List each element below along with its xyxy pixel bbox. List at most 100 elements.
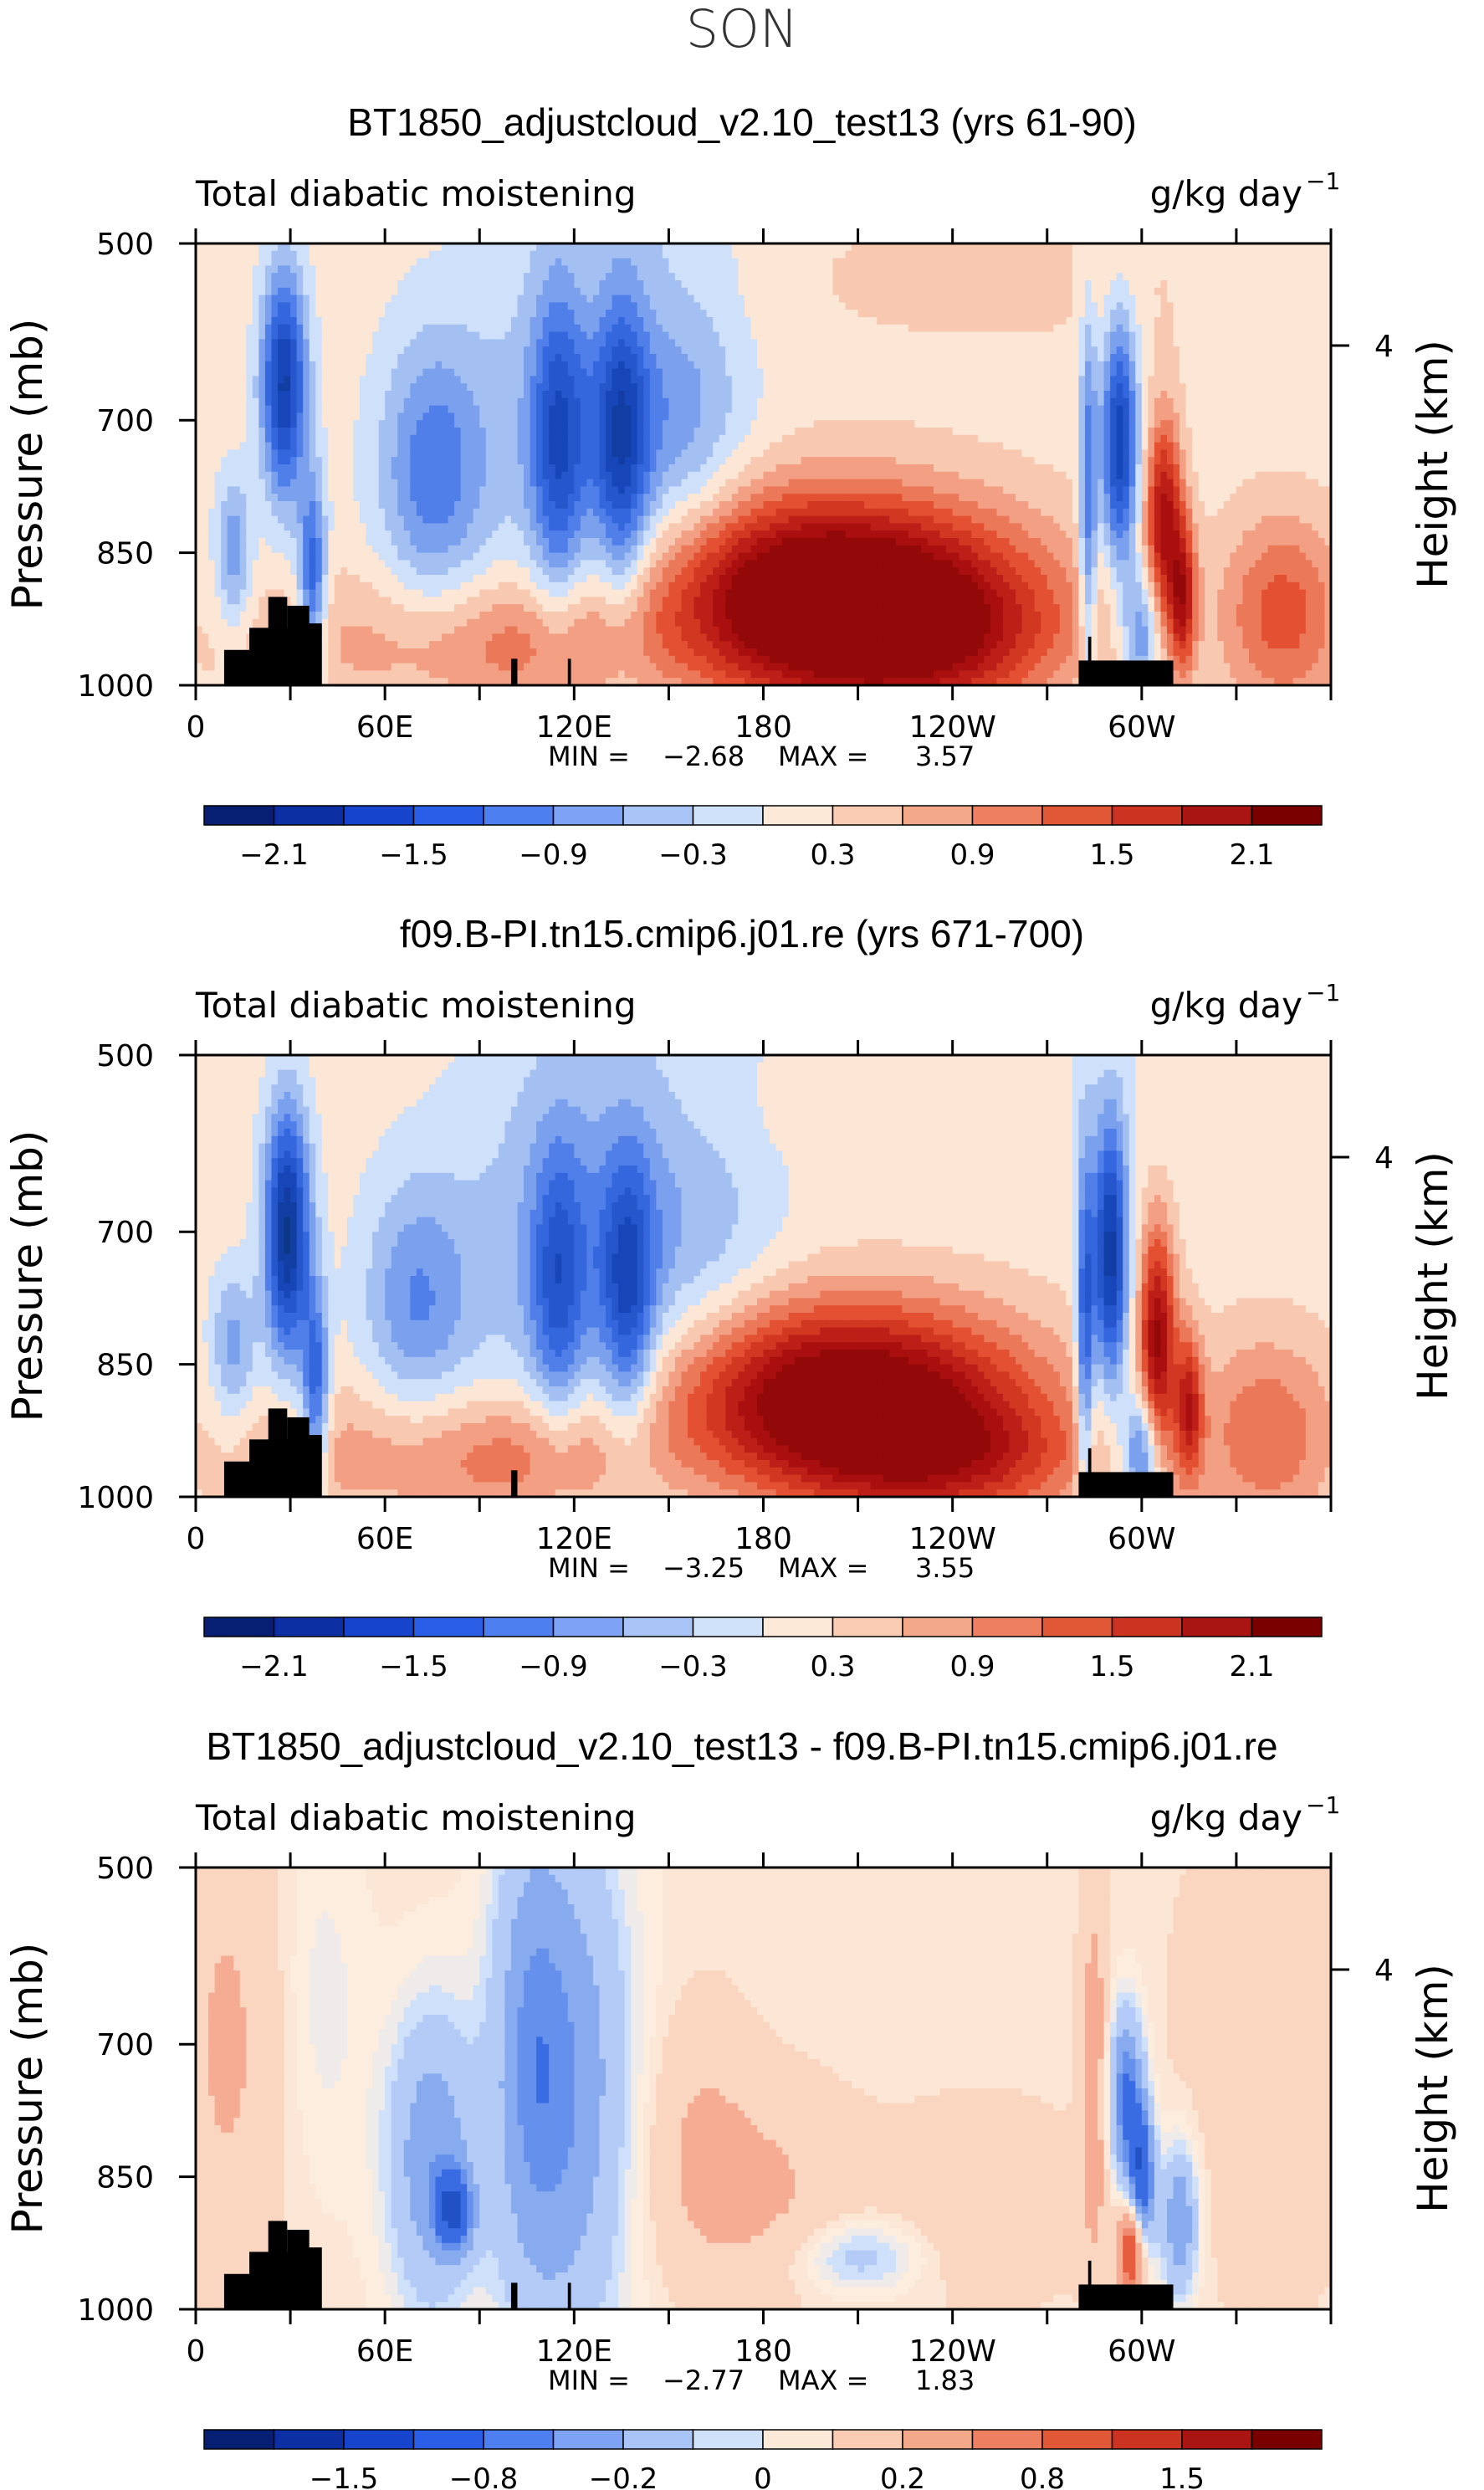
field-cell: [1249, 251, 1256, 259]
field-cell: [360, 259, 366, 266]
field-cell: [303, 259, 310, 266]
field-cell: [1135, 265, 1142, 273]
field-cell: [511, 265, 518, 273]
field-cell: [795, 251, 801, 259]
field-cell: [713, 280, 719, 288]
field-cell: [965, 259, 972, 266]
field-cell: [1117, 251, 1123, 259]
field-cell: [303, 273, 310, 280]
field-cell: [1230, 251, 1236, 259]
field-cell: [858, 251, 865, 259]
field-cell: [757, 259, 764, 266]
field-cell: [1142, 251, 1149, 259]
field-cell: [555, 265, 562, 273]
field-cell: [492, 251, 499, 259]
field-cell: [839, 273, 846, 280]
field-cell: [801, 265, 808, 273]
field-cell: [1072, 259, 1079, 266]
field-cell: [1016, 265, 1022, 273]
field-cell: [814, 265, 821, 273]
field-cell: [328, 273, 335, 280]
field-cell: [1142, 259, 1149, 266]
field-cell: [1078, 273, 1085, 280]
field-cell: [568, 251, 575, 259]
field-cell: [265, 251, 272, 259]
field-cell: [789, 259, 796, 266]
field-cell: [1104, 265, 1111, 273]
field-cell: [625, 265, 632, 273]
field-cell: [1047, 273, 1054, 280]
field-cell: [593, 273, 600, 280]
field-cell: [732, 280, 739, 288]
field-cell: [517, 280, 524, 288]
field-cell: [1230, 273, 1236, 280]
field-cell: [1281, 259, 1287, 266]
field-cell: [228, 273, 234, 280]
units-exponent: −1: [1306, 167, 1340, 195]
field-cell: [934, 273, 940, 280]
field-cell: [1098, 265, 1104, 273]
field-cell: [379, 273, 386, 280]
field-cell: [896, 265, 903, 273]
field-cell: [543, 259, 550, 266]
field-cell: [1041, 259, 1047, 266]
field-cell: [1192, 265, 1199, 273]
field-cell: [902, 251, 908, 259]
field-cell: [612, 280, 619, 288]
field-cell: [978, 265, 985, 273]
field-cell: [877, 259, 883, 266]
field-cell: [233, 251, 240, 259]
field-cell: [568, 280, 575, 288]
field-cell: [568, 273, 575, 280]
field-cell: [921, 280, 928, 288]
field-cell: [745, 273, 751, 280]
field-cell: [473, 280, 480, 288]
field-cell: [1174, 265, 1180, 273]
field-cell: [303, 280, 310, 288]
field-cell: [479, 265, 486, 273]
field-cell: [637, 280, 644, 288]
field-cell: [883, 251, 890, 259]
field-cell: [801, 259, 808, 266]
field-cell: [435, 251, 442, 259]
field-cell: [1293, 259, 1300, 266]
field-cell: [757, 280, 764, 288]
field-cell: [625, 259, 632, 266]
field-cell: [1256, 259, 1262, 266]
field-cell: [764, 265, 770, 273]
field-cell: [877, 251, 883, 259]
field-cell: [820, 259, 826, 266]
field-cell: [757, 265, 764, 273]
field-cell: [271, 259, 278, 266]
field-cell: [385, 265, 391, 273]
field-cell: [745, 259, 751, 266]
field-cell: [271, 265, 278, 273]
field-cell: [814, 259, 821, 266]
field-cell: [1010, 259, 1016, 266]
field-cell: [486, 251, 493, 259]
field-cell: [675, 273, 682, 280]
field-cell: [208, 259, 215, 266]
field-cell: [310, 280, 316, 288]
field-cell: [586, 259, 593, 266]
field-cell: [668, 251, 675, 259]
field-cell: [1268, 251, 1275, 259]
field-cell: [504, 280, 511, 288]
field-cell: [1003, 259, 1010, 266]
field-cell: [832, 280, 839, 288]
field-cell: [417, 251, 423, 259]
field-cell: [1186, 251, 1193, 259]
field-cell: [1167, 259, 1174, 266]
field-cell: [511, 273, 518, 280]
field-cell: [486, 273, 493, 280]
field-cell: [417, 280, 423, 288]
field-cell: [1041, 251, 1047, 259]
field-cell: [360, 251, 366, 259]
field-cell: [1211, 259, 1218, 266]
field-cell: [688, 259, 694, 266]
field-cell: [1167, 251, 1174, 259]
field-cell: [353, 280, 360, 288]
field-cell: [499, 259, 505, 266]
field-cell: [530, 273, 537, 280]
field-cell: [732, 251, 739, 259]
